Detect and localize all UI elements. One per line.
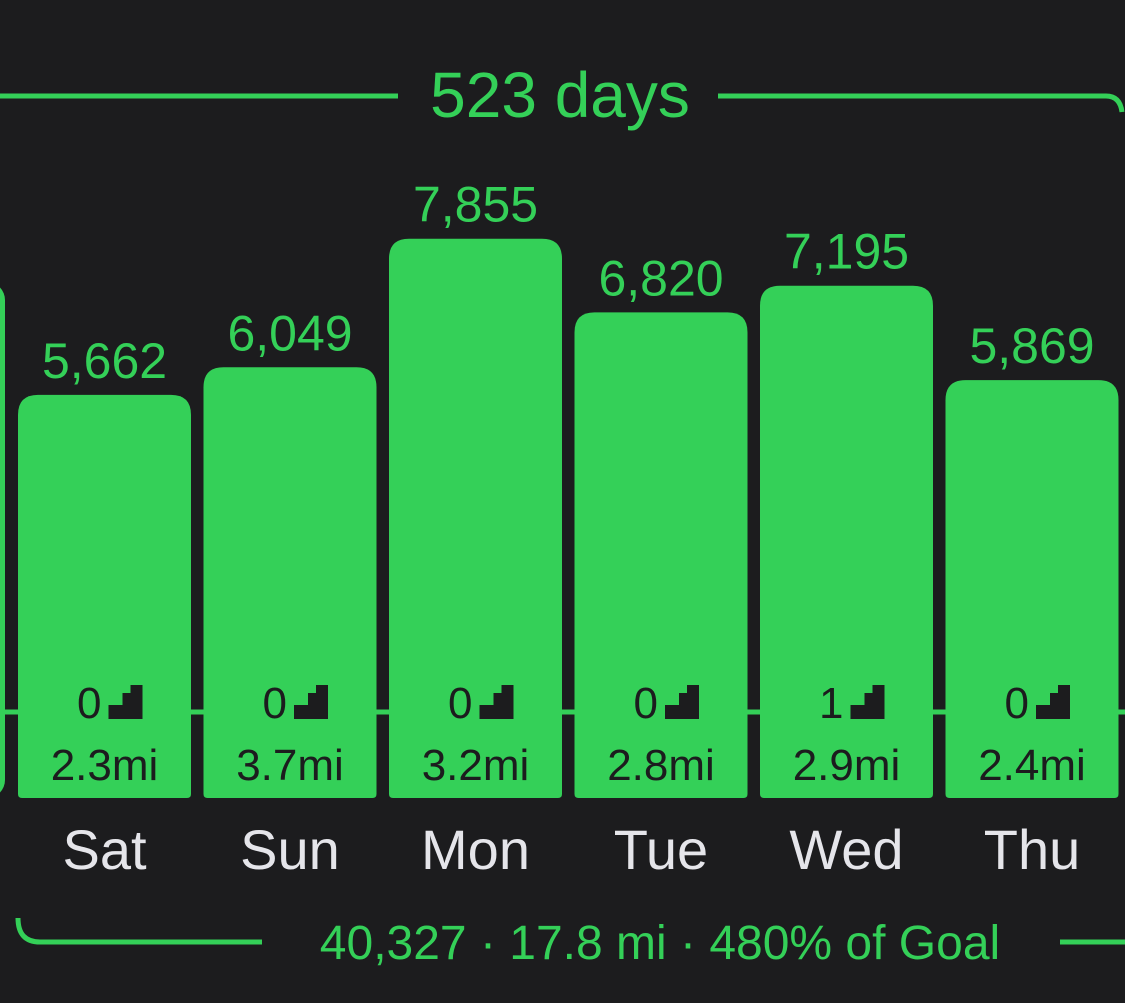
- stairs-icon: [850, 685, 885, 719]
- bar-value-tue: 6,820: [598, 250, 723, 306]
- header-bracket-right: [718, 93, 1125, 113]
- day-label-sun: Sun: [240, 818, 340, 881]
- bars-group: 5,662 0 2.3mi Sat 6,049 0 3.7mi Sun 7,855 0 3.2mi M…: [18, 177, 1119, 881]
- distance-thu: 2.4mi: [978, 741, 1086, 790]
- stairs-icon: [665, 685, 699, 719]
- distance-wed: 2.9mi: [793, 741, 901, 790]
- day-label-wed: Wed: [789, 818, 903, 881]
- day-label-sat: Sat: [62, 818, 146, 881]
- day-label-mon: Mon: [421, 818, 530, 881]
- partial-bar-left: [0, 287, 5, 793]
- day-label-tue: Tue: [614, 818, 708, 881]
- bar-thu[interactable]: [945, 380, 1119, 798]
- bar-value-wed: 7,195: [784, 224, 909, 280]
- bar-sun[interactable]: [203, 367, 377, 798]
- stairs-icon: [479, 685, 514, 719]
- bar-value-sat: 5,662: [42, 333, 167, 389]
- streak-label: 523 days: [430, 59, 690, 131]
- bar-sat[interactable]: [18, 394, 191, 798]
- distance-sun: 3.7mi: [236, 741, 344, 790]
- footer-total-distance: 17.8 mi: [509, 917, 666, 970]
- flights-count-tue: 0: [634, 679, 658, 728]
- flights-count-sat: 0: [77, 679, 101, 728]
- footer-goal-percent: 480% of Goal: [709, 917, 1000, 970]
- footer-summary: 40,327 · 17.8 mi · 480% of Goal: [320, 917, 1000, 970]
- flights-count-mon: 0: [448, 679, 472, 728]
- flights-count-thu: 0: [1005, 679, 1029, 728]
- stairs-icon: [108, 685, 143, 719]
- bar-mon[interactable]: [389, 238, 562, 798]
- day-label-thu: Thu: [984, 818, 1081, 881]
- bar-value-thu: 5,869: [969, 318, 1094, 374]
- stairs-icon: [294, 685, 328, 719]
- distance-mon: 3.2mi: [422, 741, 530, 790]
- stairs-icon: [1036, 685, 1070, 719]
- bar-wed[interactable]: [760, 285, 933, 798]
- distance-tue: 2.8mi: [607, 741, 715, 790]
- distance-sat: 2.3mi: [51, 741, 159, 790]
- bar-tue[interactable]: [574, 312, 748, 798]
- flights-count-sun: 0: [263, 679, 287, 728]
- footer-separator-1: ·: [467, 917, 510, 970]
- footer-total-steps: 40,327: [320, 917, 467, 970]
- footer-separator-2: ·: [667, 917, 710, 970]
- bar-value-mon: 7,855: [413, 177, 538, 233]
- bar-value-sun: 6,049: [227, 305, 352, 361]
- footer-bracket-left: [15, 917, 262, 945]
- flights-count-wed: 1: [819, 679, 843, 728]
